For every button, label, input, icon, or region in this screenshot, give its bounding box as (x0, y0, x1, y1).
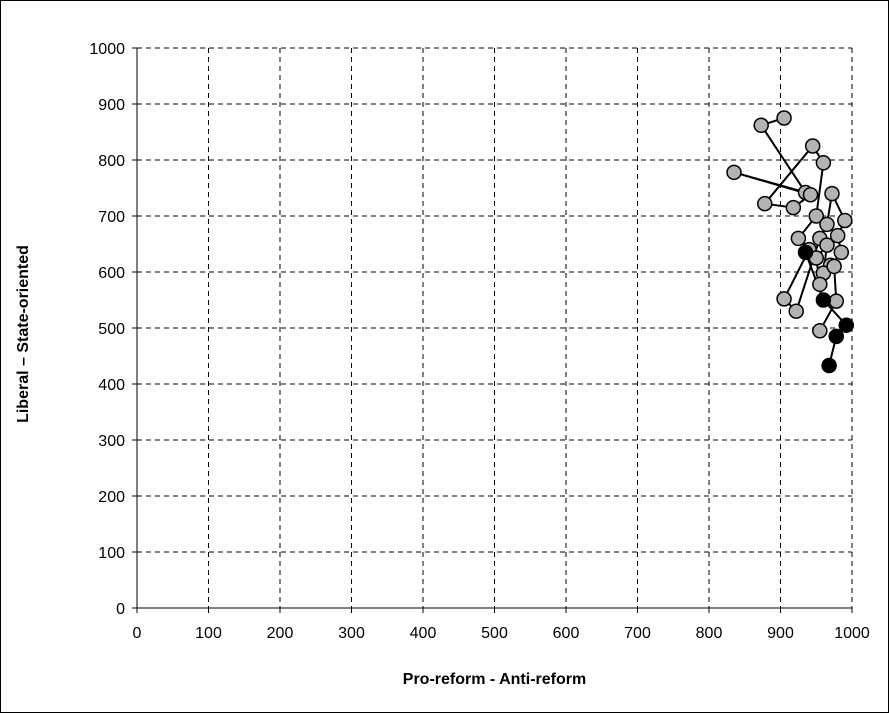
series-points (726, 110, 855, 374)
y-tick-label: 600 (98, 265, 125, 282)
y-tick-label: 300 (98, 433, 125, 450)
data-point (838, 317, 855, 333)
y-tick-label: 500 (98, 321, 125, 338)
data-point (812, 276, 828, 293)
x-tick-label: 1000 (834, 625, 870, 642)
data-point (819, 237, 835, 253)
data-point (726, 164, 742, 181)
series-line-0 (733, 117, 846, 332)
x-axis-title: Pro-reform - Anti-reform (403, 671, 586, 688)
data-point (804, 138, 821, 154)
data-point (812, 323, 828, 339)
data-point (790, 230, 807, 247)
y-tick-label: 900 (98, 97, 125, 114)
x-tick-label: 400 (410, 625, 437, 642)
data-point (815, 292, 832, 308)
x-tick-label: 900 (767, 625, 794, 642)
y-tick-label: 800 (98, 153, 125, 170)
data-point (821, 357, 837, 374)
data-point (785, 199, 802, 216)
grid (137, 47, 853, 608)
x-tick-label: 200 (267, 625, 294, 642)
data-point (824, 185, 840, 202)
data-point (802, 186, 819, 203)
y-axis-title: Liberal – State-oriented (15, 245, 32, 423)
data-point (776, 291, 792, 307)
x-tick-label: 300 (338, 625, 365, 642)
x-tick-label: 0 (133, 625, 142, 642)
data-point (819, 216, 835, 233)
data-point (808, 208, 824, 224)
x-tick-label: 800 (696, 625, 723, 642)
y-tick-labels: 0 100 200 300 400 500 600 700 800 900 1000 (89, 41, 125, 618)
axes (132, 47, 853, 613)
data-point (797, 244, 814, 261)
x-tick-label: 600 (553, 625, 580, 642)
data-point (753, 117, 769, 134)
y-tick-label: 1000 (89, 41, 125, 58)
data-point (833, 244, 850, 261)
data-point (829, 227, 846, 244)
data-point (815, 155, 832, 171)
data-point (828, 328, 845, 345)
y-tick-label: 400 (98, 377, 125, 394)
y-tick-label: 100 (98, 545, 125, 562)
data-point (757, 195, 773, 212)
x-tick-label: 100 (195, 625, 222, 642)
y-tick-label: 700 (98, 209, 125, 226)
y-tick-label: 0 (116, 601, 125, 618)
data-point (837, 212, 853, 229)
data-point (828, 293, 845, 309)
data-point (826, 258, 842, 275)
x-tick-label: 500 (481, 625, 508, 642)
data-point (788, 303, 804, 319)
x-tick-labels: 0 100 200 300 400 500 600 700 800 900 1000 (133, 625, 870, 642)
y-tick-label: 200 (98, 489, 125, 506)
data-point (776, 110, 792, 126)
x-tick-label: 700 (624, 625, 651, 642)
